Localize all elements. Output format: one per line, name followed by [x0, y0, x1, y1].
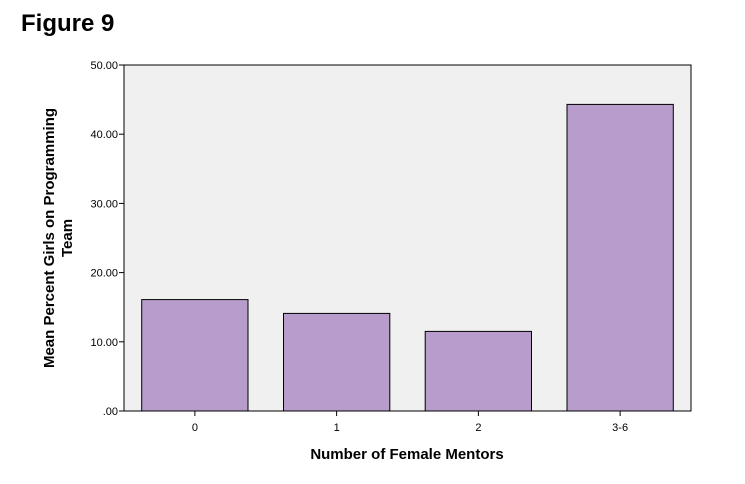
y-axis-title-line-2: Team	[59, 219, 76, 257]
y-tick-label: 30.00	[90, 198, 118, 210]
y-tick-label: 50.00	[90, 60, 118, 72]
x-axis: 0 1 2 3-6	[192, 411, 628, 434]
y-axis: .00 10.00 20.00 30.00 40.00 50.00	[90, 60, 124, 418]
x-tick-label: 2	[475, 422, 481, 434]
figure-label: Figure 9	[21, 10, 115, 37]
y-tick-label: 40.00	[90, 129, 118, 141]
bars-group	[141, 103, 674, 412]
bar-0	[141, 299, 249, 412]
x-tick-label: 1	[334, 422, 340, 434]
bar-2	[424, 330, 533, 412]
y-tick-label: 10.00	[90, 337, 118, 349]
bar-1	[283, 312, 391, 412]
x-tick-label: 3-6	[612, 422, 628, 434]
y-tick-label: 20.00	[90, 268, 118, 280]
x-axis-title: Number of Female Mentors	[310, 446, 503, 463]
bar-3-6	[566, 103, 674, 412]
y-axis-title-group: Mean Percent Girls on Programming Team	[41, 108, 76, 368]
y-tick-label: .00	[103, 406, 118, 418]
y-axis-title-line-1: Mean Percent Girls on Programming	[41, 108, 58, 368]
x-tick-label: 0	[192, 422, 198, 434]
